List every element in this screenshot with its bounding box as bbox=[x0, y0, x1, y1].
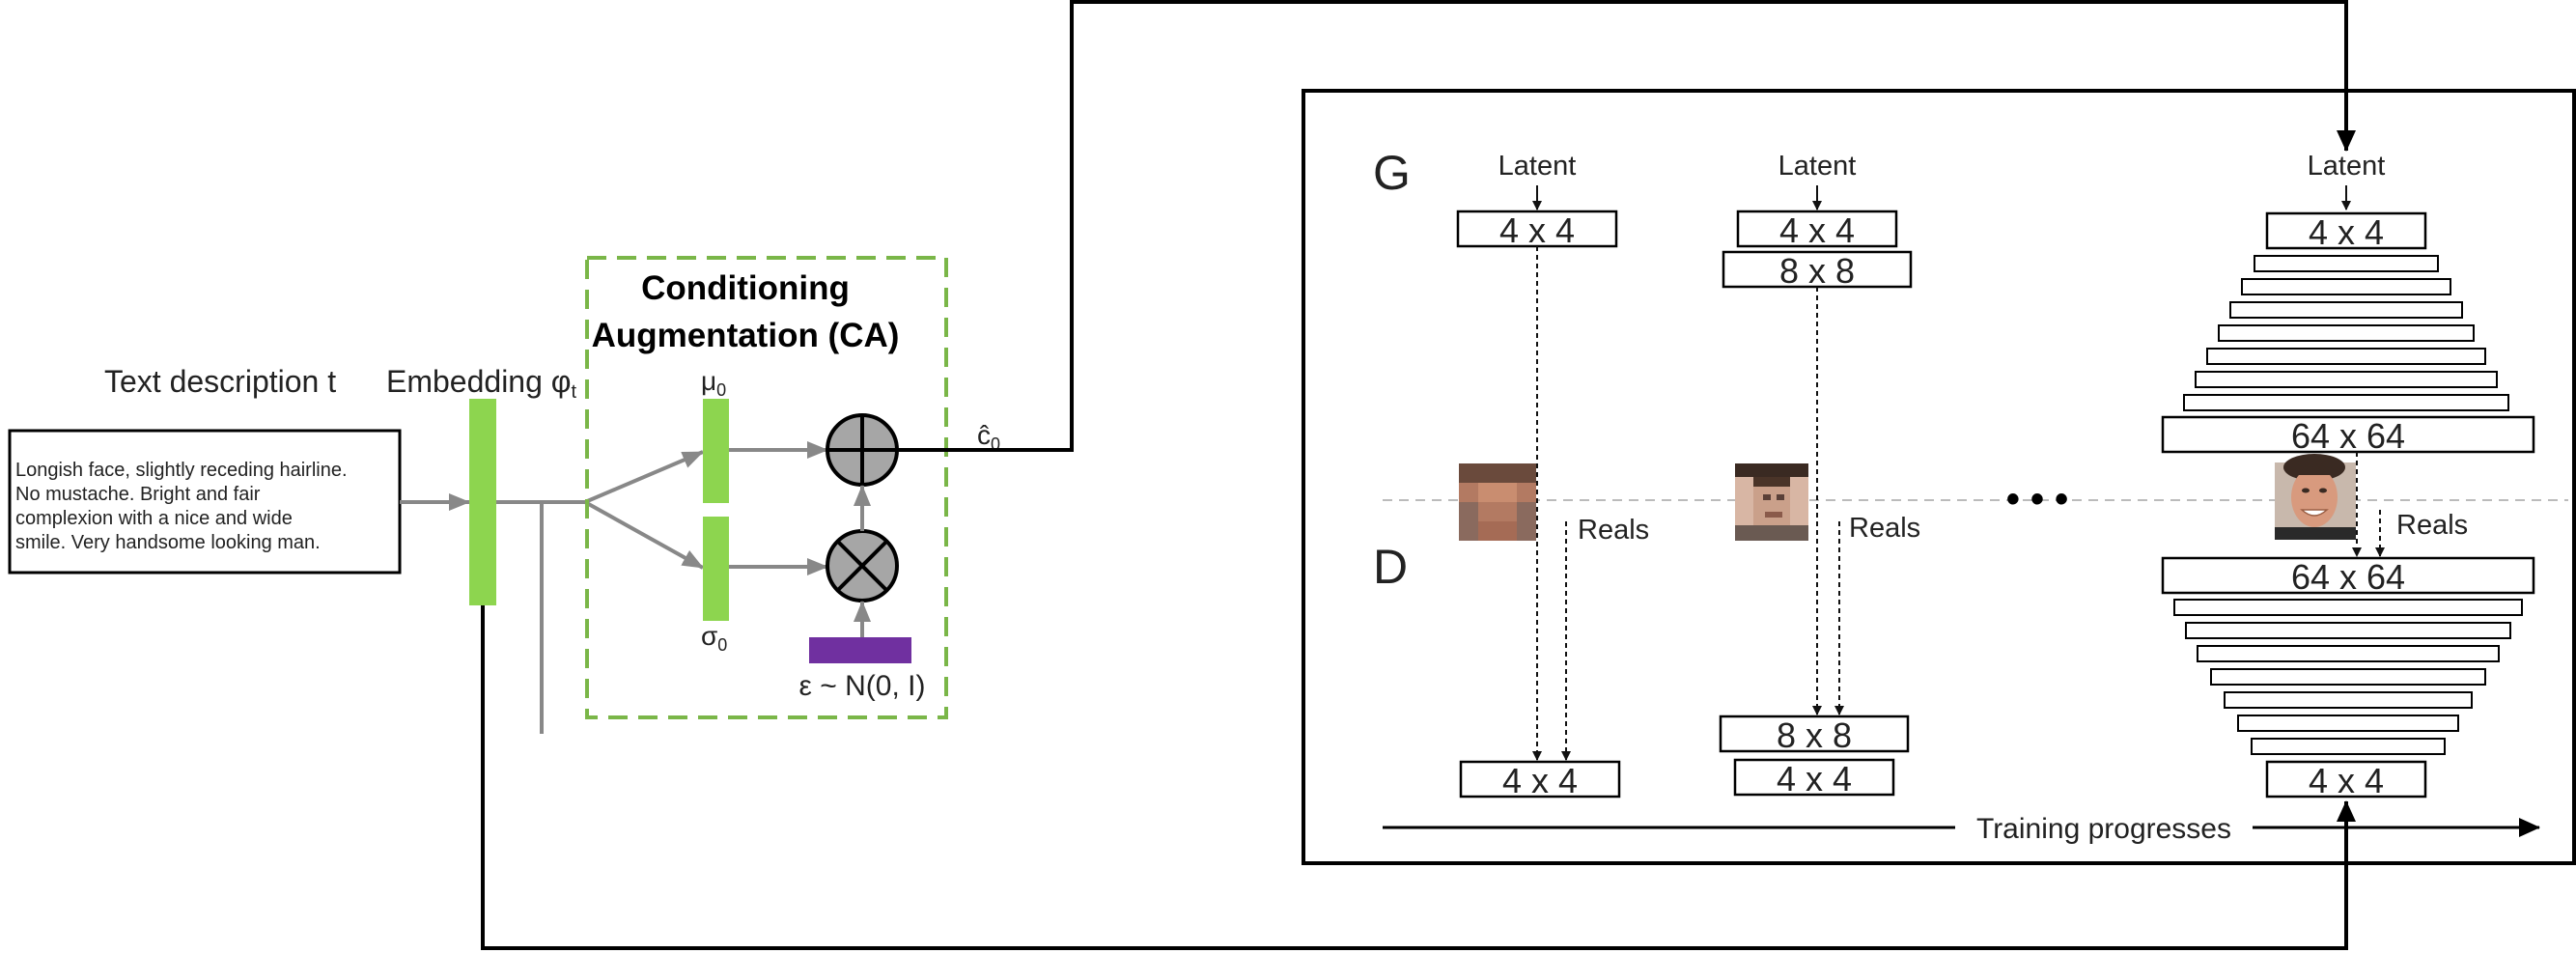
to-mu-arrow bbox=[584, 450, 704, 504]
d-layer-8x8-label: 8 x 8 bbox=[1777, 715, 1852, 755]
embedding-to-discriminator-path bbox=[481, 605, 2356, 950]
sigma-bar bbox=[703, 517, 729, 621]
g-layer bbox=[2241, 278, 2451, 295]
text-description-line: Longish face, slightly receding hairline… bbox=[15, 460, 348, 481]
g-layer-4x4-label: 4 x 4 bbox=[1499, 210, 1575, 250]
g-layer bbox=[2254, 255, 2439, 272]
g-layer-4x4-label: 4 x 4 bbox=[2309, 212, 2384, 252]
real-face-image-8x8 bbox=[1735, 463, 1808, 541]
d-layer-4x4-label: 4 x 4 bbox=[1777, 759, 1852, 799]
sigma-label: σ0 bbox=[701, 621, 727, 655]
g-layer bbox=[2206, 348, 2486, 365]
embedding-label: Embedding φt bbox=[386, 364, 577, 403]
d-layer-4x4 bbox=[1459, 760, 1621, 799]
d-layer-4x4 bbox=[2265, 760, 2427, 799]
g-layer-64x64 bbox=[2161, 415, 2535, 454]
discriminator-label: D bbox=[1373, 540, 1408, 594]
noise-label: ε ~ N(0, I) bbox=[799, 670, 926, 702]
g-layer-4x4 bbox=[2265, 211, 2427, 250]
g-layer-8x8-label: 8 x 8 bbox=[1779, 251, 1855, 291]
latent-label: Latent bbox=[1498, 151, 1577, 182]
d-layer bbox=[2251, 738, 2446, 755]
latent-label: Latent bbox=[1778, 151, 1857, 182]
ellipsis: • • • bbox=[2006, 478, 2068, 520]
d-layer bbox=[2173, 599, 2523, 616]
d-layer-64x64-label: 64 x 64 bbox=[2291, 557, 2405, 597]
d-layer bbox=[2224, 691, 2473, 709]
g-layer-4x4 bbox=[1736, 210, 1898, 248]
text-description-box bbox=[8, 429, 402, 575]
text-description-line: smile. Very handsome looking man. bbox=[15, 532, 321, 553]
g-layer bbox=[2195, 371, 2498, 388]
pggan-panel bbox=[1302, 89, 2576, 865]
c0-to-generator-path bbox=[897, 0, 2356, 452]
d-layer-4x4-label: 4 x 4 bbox=[2309, 761, 2384, 800]
text-description-line: complexion with a nice and wide bbox=[15, 508, 293, 529]
g-layer bbox=[2218, 324, 2475, 342]
g-layer-4x4-label: 4 x 4 bbox=[1779, 210, 1855, 250]
reals-label: Reals bbox=[1849, 513, 1920, 544]
ca-title-line2: Augmentation (CA) bbox=[592, 317, 900, 354]
real-face-image-64x64 bbox=[2275, 454, 2356, 540]
g-layer-4x4 bbox=[1456, 210, 1618, 248]
text-description-line: No mustache. Bright and fair bbox=[15, 484, 261, 505]
to-sigma-arrow bbox=[584, 500, 704, 570]
ca-box bbox=[585, 256, 948, 719]
d-layer bbox=[2210, 668, 2486, 686]
mu-label: μ0 bbox=[701, 366, 726, 400]
d-layer-8x8 bbox=[1719, 715, 1910, 753]
text-description-heading: Text description t bbox=[104, 364, 336, 399]
reals-label: Reals bbox=[2396, 510, 2468, 541]
noise-bar bbox=[809, 637, 911, 663]
embedding-bar bbox=[469, 399, 496, 605]
training-progress-label: Training progresses bbox=[1976, 813, 2231, 845]
d-layer bbox=[2197, 645, 2500, 662]
g-layer-64x64-label: 64 x 64 bbox=[2291, 416, 2405, 456]
d-layer bbox=[2237, 715, 2459, 732]
c0-label: ĉ0 bbox=[977, 420, 1000, 454]
generator-label: G bbox=[1373, 146, 1411, 200]
d-layer-4x4 bbox=[1733, 758, 1895, 797]
reals-label: Reals bbox=[1578, 515, 1649, 546]
d-layer-64x64 bbox=[2161, 556, 2535, 595]
product-node bbox=[826, 529, 899, 603]
d-layer bbox=[2185, 622, 2511, 639]
g-layer bbox=[2229, 301, 2463, 319]
mu-bar bbox=[703, 399, 729, 503]
d-layer-4x4-label: 4 x 4 bbox=[1502, 761, 1578, 800]
ca-title-line1: Conditioning bbox=[641, 269, 850, 307]
latent-label: Latent bbox=[2308, 151, 2386, 182]
real-face-image-4x4 bbox=[1459, 463, 1536, 541]
g-layer bbox=[2183, 394, 2509, 411]
sum-node bbox=[826, 413, 899, 487]
